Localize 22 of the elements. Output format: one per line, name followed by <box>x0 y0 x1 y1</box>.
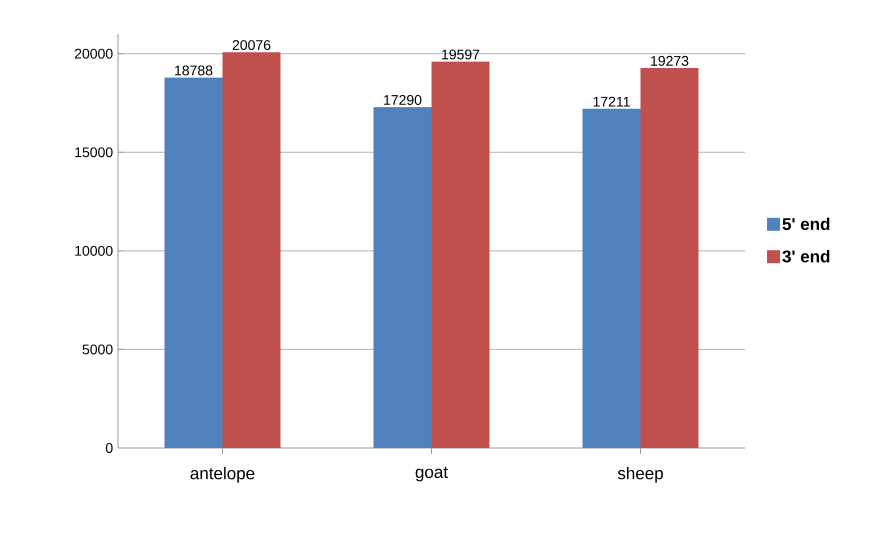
bar <box>582 108 641 448</box>
y-tick-label: 20000 <box>74 48 113 59</box>
bar <box>222 52 280 448</box>
data-label: 18788 <box>175 65 212 76</box>
x-tick-label: goat <box>416 466 448 482</box>
data-label: 17290 <box>384 95 422 105</box>
legend-label: 5' end <box>782 218 830 230</box>
y-tick-label: 10000 <box>75 246 113 256</box>
bar <box>640 68 699 448</box>
y-tick-label: 0 <box>106 443 113 453</box>
x-tick-label: antelope <box>190 466 254 483</box>
y-tick-label: 15000 <box>75 147 113 158</box>
legend-label: 3' end <box>782 250 830 263</box>
bar <box>432 62 490 448</box>
data-label: 17211 <box>594 96 630 106</box>
data-label: 19597 <box>442 50 480 60</box>
bar <box>164 78 223 448</box>
data-label: 19273 <box>651 56 688 66</box>
x-tick-label: sheep <box>618 466 663 483</box>
y-tick-label: 5000 <box>82 344 113 354</box>
data-label: 20076 <box>232 40 270 50</box>
bar <box>374 107 432 448</box>
